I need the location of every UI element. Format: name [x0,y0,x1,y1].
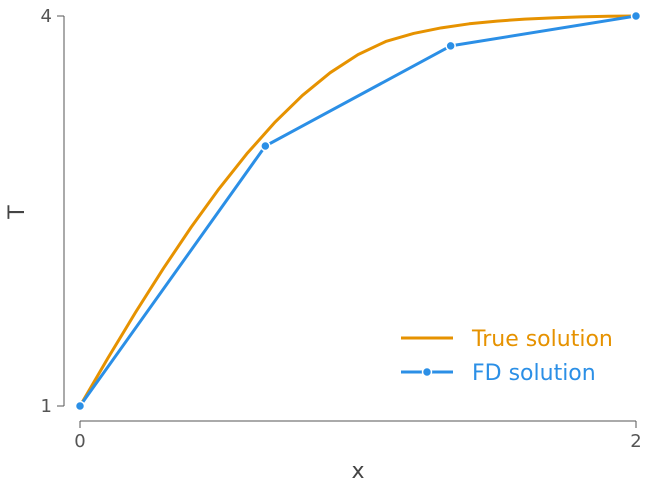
x-axis-title: x [351,459,364,484]
series-layer [74,10,642,412]
tick-layer: 0 2 1 4 [41,6,642,452]
fd-solution-point [445,40,456,52]
fd-solution-point [74,400,86,412]
series-line-true-solution [78,14,638,408]
legend: True solution FD solution [401,327,613,386]
y-axis-title: T [5,205,30,220]
legend-marker [421,366,433,378]
fd-solution-point [260,140,271,152]
series-line-fd-solution [78,14,638,408]
y-tick-label: 1 [41,396,52,417]
axes [63,16,636,422]
fd-solution-point [630,10,642,22]
x-tick-label: 2 [630,431,641,452]
x-tick-label: 0 [74,431,85,452]
legend-label: FD solution [472,361,596,386]
y-tick-label: 4 [41,6,52,27]
legend-label: True solution [471,327,613,352]
